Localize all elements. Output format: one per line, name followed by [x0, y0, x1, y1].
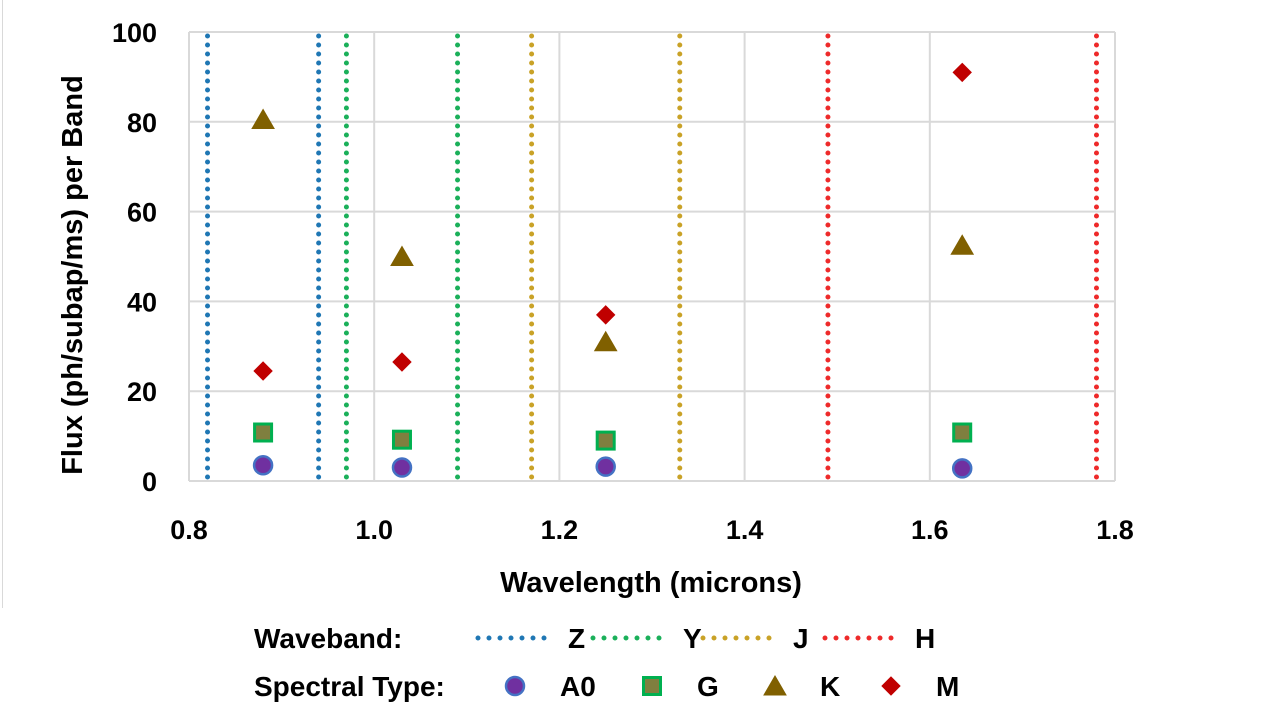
point-a0-2 — [595, 456, 616, 477]
x-axis-title: Wavelength (microns) — [500, 567, 802, 599]
y-tick-label-0: 0 — [142, 467, 157, 497]
legend-label-z: Z — [568, 623, 585, 654]
legend-marker-a0 — [504, 675, 526, 697]
point-g-2 — [595, 430, 616, 451]
point-m-0 — [253, 361, 273, 381]
legend-label-k: K — [820, 671, 840, 702]
legend-label-g: G — [697, 671, 719, 702]
point-g-3 — [952, 422, 973, 443]
point-m-1 — [392, 352, 412, 372]
x-tick-label-5: 1.8 — [1096, 515, 1134, 545]
y-tick-label-3: 60 — [127, 198, 157, 228]
y-tick-label-1: 20 — [127, 377, 157, 407]
x-tick-label-0: 0.8 — [170, 515, 208, 545]
legend-label-y: Y — [683, 623, 702, 654]
x-tick-label-1: 1.0 — [355, 515, 393, 545]
x-tick-label-2: 1.2 — [541, 515, 579, 545]
legend-items: Z Y J H A0 G K M — [475, 623, 959, 702]
legend-label-m: M — [936, 671, 959, 702]
point-g-0 — [253, 422, 274, 443]
y-axis-title: Flux (ph/subap/ms) per Band — [57, 75, 89, 475]
legend-label-j: J — [793, 623, 809, 654]
tick-labels: 0.8 1.0 1.2 1.4 1.6 1.8 0 20 40 60 80 100 — [112, 18, 1134, 545]
gridlines — [188, 31, 1116, 482]
point-k-1 — [390, 245, 414, 266]
point-a0-0 — [252, 455, 274, 476]
waveband-lines — [205, 33, 1099, 484]
x-tick-label-4: 1.6 — [911, 515, 949, 545]
legend-label-h: H — [915, 623, 935, 654]
spectral-legend-title: Spectral Type: — [254, 671, 445, 702]
legend-marker-k — [763, 675, 787, 696]
point-k-0 — [251, 108, 275, 130]
legend-marker-m — [881, 676, 901, 696]
y-tick-label-2: 40 — [127, 287, 157, 317]
waveband-legend-title: Waveband: — [254, 623, 402, 654]
point-k-2 — [593, 330, 618, 352]
point-g-1 — [391, 429, 412, 450]
y-tick-label-5: 100 — [112, 18, 157, 48]
point-a0-3 — [951, 458, 973, 479]
x-tick-label-3: 1.4 — [726, 515, 764, 545]
point-a0-1 — [391, 457, 413, 478]
point-m-3 — [952, 62, 972, 83]
frame-border — [2, 0, 3, 608]
data-markers — [251, 62, 975, 479]
y-tick-label-4: 80 — [127, 108, 157, 138]
legend-label-a0: A0 — [560, 671, 596, 702]
legend-marker-g — [642, 676, 662, 696]
point-k-3 — [950, 234, 975, 255]
legend: Waveband: Spectral Type: Z Y J H A0 G K M — [254, 623, 959, 702]
point-m-2 — [595, 305, 616, 325]
